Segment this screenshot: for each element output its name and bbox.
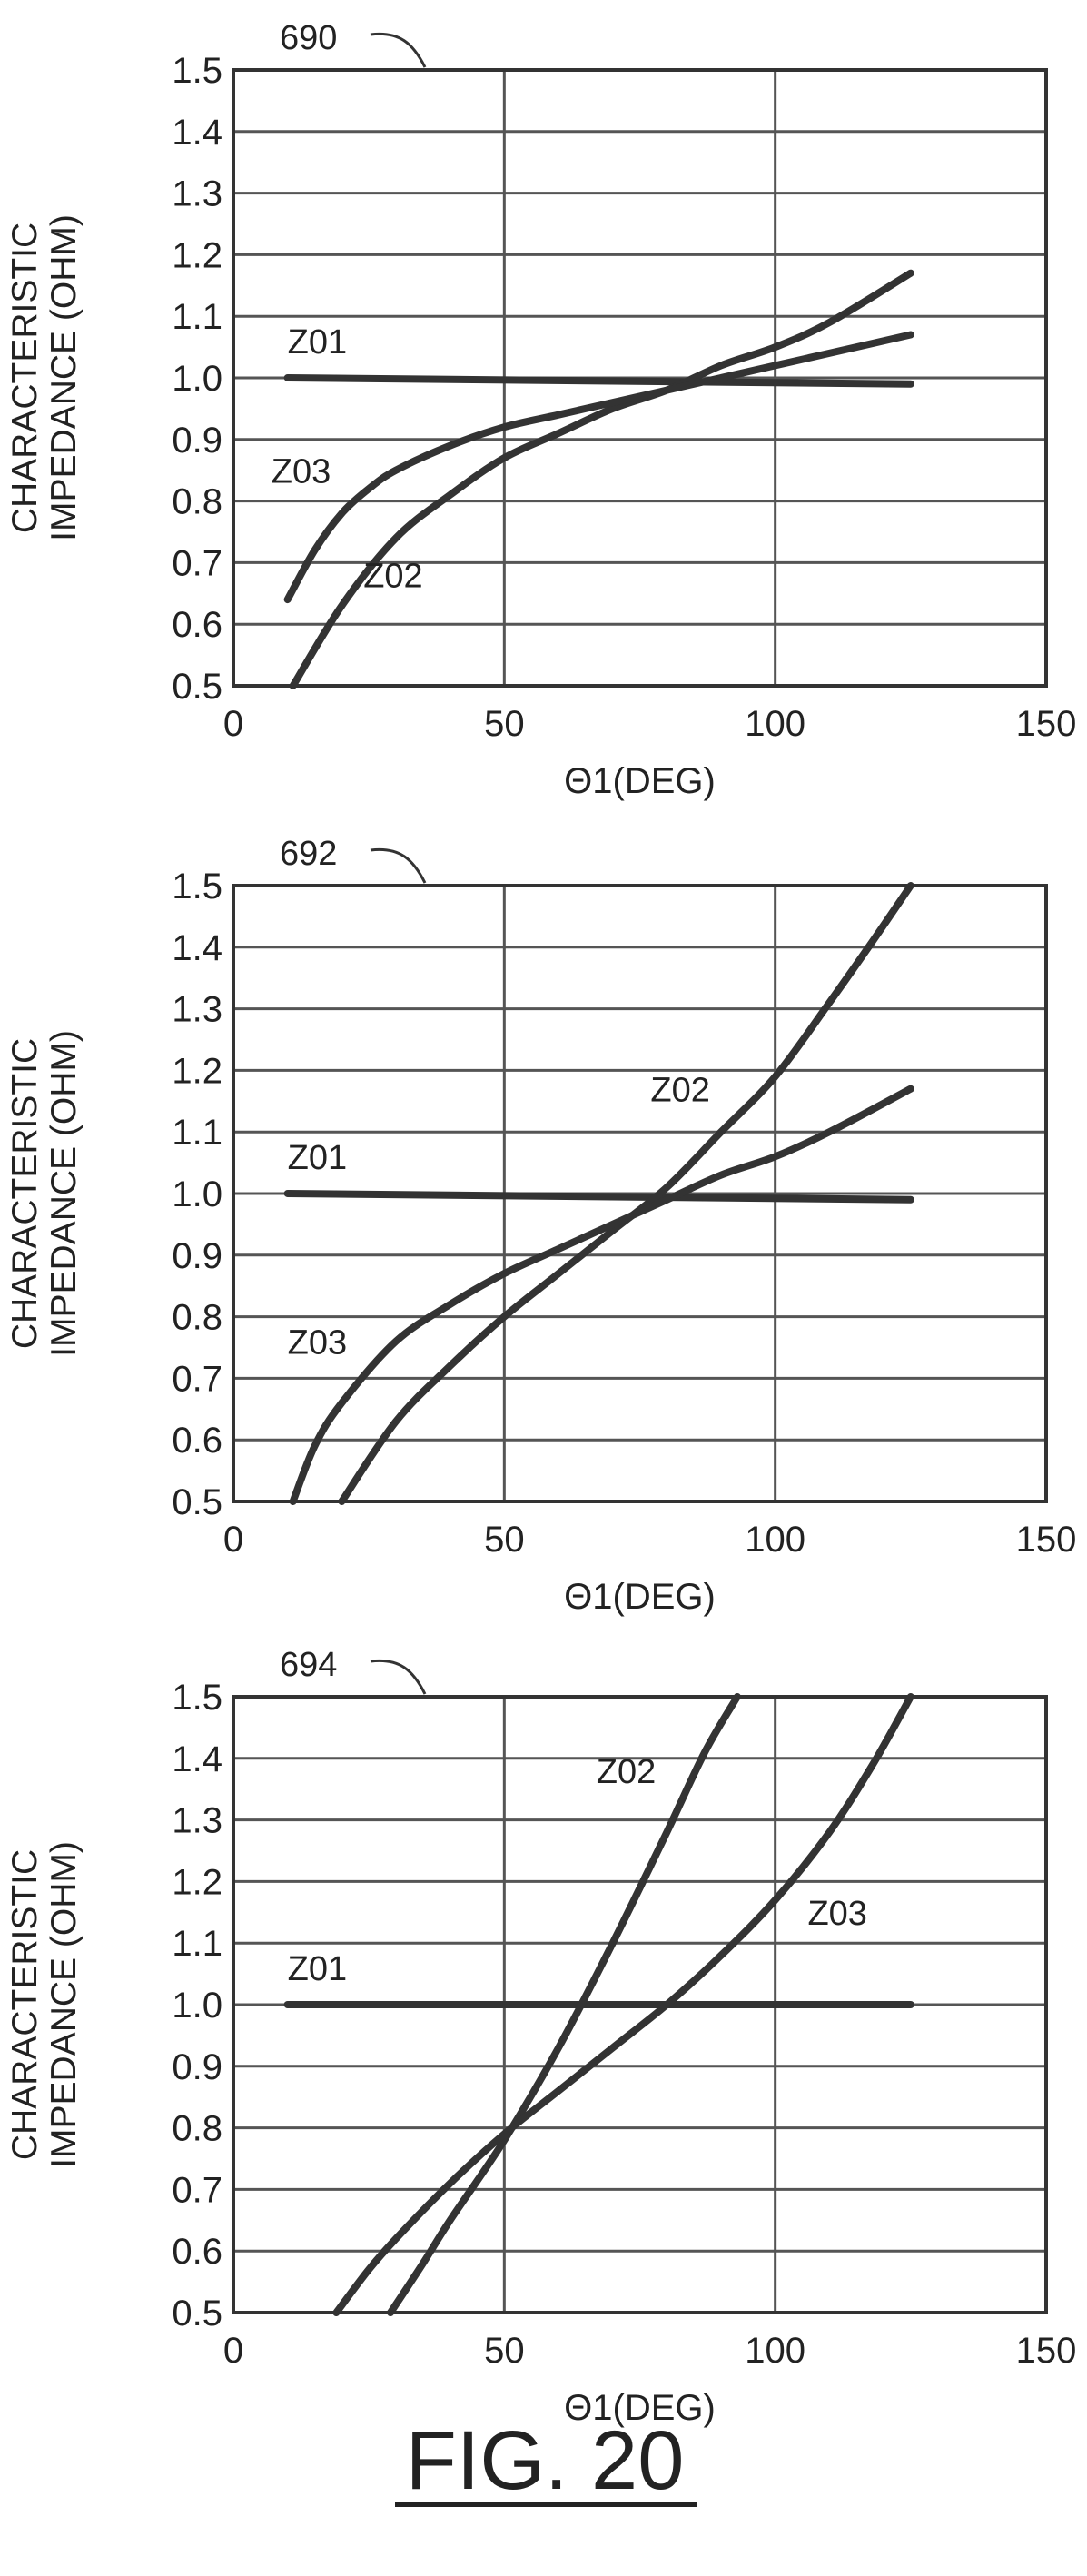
y-tick-label: 0.8 xyxy=(172,482,222,522)
chart-panel-2: 0.5 0.6 0.7 0.8 0.9 1.0 1.1 1.2 1.3 1.4 1.5 0 50 100 1… xyxy=(5,835,1076,1617)
reference-leader-line xyxy=(370,32,427,68)
series-label-z02: Z02 xyxy=(597,1753,656,1791)
y-tick-label: 0.7 xyxy=(172,2170,222,2210)
x-axis-label: Θ1(DEG) xyxy=(564,761,716,801)
series-line-z01 xyxy=(283,374,914,388)
series-label-z03: Z03 xyxy=(272,452,331,490)
series-line-z03 xyxy=(283,331,914,604)
series-label-z03: Z03 xyxy=(807,1895,866,1933)
y-tick-label: 1.0 xyxy=(172,1174,222,1214)
series-label-z03: Z03 xyxy=(288,1323,347,1362)
y-tick-label: 1.3 xyxy=(172,990,222,1030)
plot-frame xyxy=(232,1695,1048,2314)
x-axis-label: Θ1(DEG) xyxy=(564,1577,716,1617)
y-tick-label: 1.2 xyxy=(172,235,222,275)
reference-leader-line xyxy=(370,847,427,884)
y-tick-label: 1.0 xyxy=(172,1986,222,2026)
y-tick-label: 0.9 xyxy=(172,2047,222,2087)
plot-frame xyxy=(232,884,1048,1503)
x-tick-label: 100 xyxy=(745,2331,805,2371)
series-line-z03 xyxy=(332,1693,914,2316)
y-tick-label: 1.1 xyxy=(172,1113,222,1153)
y-tick-label: 1.3 xyxy=(172,1801,222,1841)
y-tick-label: 1.0 xyxy=(172,359,222,399)
y-tick-label: 0.8 xyxy=(172,1298,222,1338)
x-axis-label: Θ1(DEG) xyxy=(564,2388,716,2428)
reference-numeral: 694 xyxy=(280,1646,337,1684)
y-axis-label-line2: IMPEDANCE (OHM) xyxy=(44,1841,84,2168)
y-tick-label: 0.9 xyxy=(172,1236,222,1276)
y-tick-label: 1.1 xyxy=(172,1924,222,1964)
y-tick-label: 1.5 xyxy=(172,867,222,907)
x-tick-label: 150 xyxy=(1016,704,1077,744)
series-line-z01 xyxy=(283,1190,914,1204)
series-line-z02 xyxy=(387,1693,741,2316)
y-tick-label: 1.2 xyxy=(172,1051,222,1091)
y-tick-label: 1.4 xyxy=(172,928,222,968)
y-tick-label: 0.5 xyxy=(172,2294,222,2333)
series-label-z01: Z01 xyxy=(288,1139,347,1177)
x-tick-label: 150 xyxy=(1016,1520,1077,1560)
x-tick-label: 50 xyxy=(484,704,525,744)
reference-numeral: 692 xyxy=(280,835,337,873)
y-axis-label: CHARACTERISTIC xyxy=(5,1849,44,2160)
y-tick-label: 0.9 xyxy=(172,421,222,461)
y-tick-label: 1.4 xyxy=(172,113,222,153)
x-tick-label: 150 xyxy=(1016,2331,1077,2371)
x-tick-label: 0 xyxy=(223,704,243,744)
y-tick-label: 0.5 xyxy=(172,1482,222,1522)
series-label-z01: Z01 xyxy=(288,1950,347,1988)
chart-panel-1: 0.5 0.6 0.7 0.8 0.9 1.0 1.1 1.2 1.3 1.4 1.5 0 50 100 1… xyxy=(5,19,1076,801)
y-tick-label: 1.4 xyxy=(172,1739,222,1779)
series-label-z02: Z02 xyxy=(363,558,422,596)
y-tick-label: 0.7 xyxy=(172,1359,222,1399)
x-tick-label: 100 xyxy=(745,1520,805,1560)
x-tick-label: 50 xyxy=(484,2331,525,2371)
series-label-z01: Z01 xyxy=(288,323,347,362)
reference-numeral: 690 xyxy=(280,19,337,57)
plot-frame xyxy=(232,68,1048,688)
y-axis-label: CHARACTERISTIC xyxy=(5,1038,44,1349)
y-tick-label: 1.2 xyxy=(172,1862,222,1902)
x-tick-label: 0 xyxy=(223,2331,243,2371)
chart-panel-3: 0.5 0.6 0.7 0.8 0.9 1.0 1.1 1.2 1.3 1.4 1.5 0 50 100 1… xyxy=(5,1646,1076,2428)
y-tick-label: 1.1 xyxy=(172,297,222,337)
y-tick-label: 0.8 xyxy=(172,2109,222,2149)
x-tick-label: 50 xyxy=(484,1520,525,1560)
y-tick-label: 0.5 xyxy=(172,667,222,707)
series-line-z02 xyxy=(289,269,914,689)
series-label-z02: Z02 xyxy=(650,1071,709,1109)
figure-title: FIG. 20 xyxy=(406,2414,685,2507)
y-tick-label: 0.6 xyxy=(172,2232,222,2272)
y-tick-label: 0.6 xyxy=(172,605,222,645)
charts-group: 0.5 0.6 0.7 0.8 0.9 1.0 1.1 1.2 1.3 1.4 1.5 0 50 100 1… xyxy=(5,19,1076,2428)
y-tick-label: 1.3 xyxy=(172,174,222,214)
reference-leader-line xyxy=(370,1659,427,1695)
x-tick-label: 100 xyxy=(745,704,805,744)
x-tick-label: 0 xyxy=(223,1520,243,1560)
y-axis-label-line2: IMPEDANCE (OHM) xyxy=(44,1030,84,1357)
y-tick-label: 1.5 xyxy=(172,1678,222,1718)
y-tick-label: 0.7 xyxy=(172,543,222,583)
y-tick-label: 0.6 xyxy=(172,1421,222,1461)
y-axis-label: CHARACTERISTIC xyxy=(5,223,44,533)
y-axis-label-line2: IMPEDANCE (OHM) xyxy=(44,214,84,541)
series-line-z02 xyxy=(338,882,914,1505)
series-line-z03 xyxy=(289,1085,914,1505)
y-tick-label: 1.5 xyxy=(172,51,222,91)
